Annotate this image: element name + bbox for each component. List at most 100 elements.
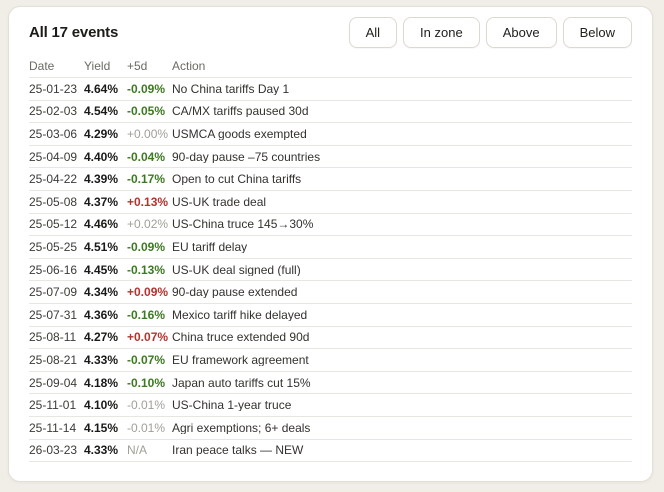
row-change: -0.09% bbox=[127, 240, 166, 253]
row-action: CA/MX tariffs paused 30d bbox=[172, 105, 309, 118]
row-action: USMCA goods exempted bbox=[172, 127, 307, 140]
row-date: 25-07-31 bbox=[29, 308, 78, 321]
filter-button-in-zone[interactable]: In zone bbox=[403, 16, 480, 48]
row-date: 25-08-21 bbox=[29, 353, 78, 366]
table-body: 25-01-23 4.64% -0.09% No China tariffs D… bbox=[29, 78, 632, 463]
row-yield: 4.33% bbox=[84, 353, 119, 366]
table-row: 25-07-31 4.36% -0.16% Mexico tariff hike… bbox=[29, 304, 632, 327]
row-date: 25-05-08 bbox=[29, 195, 78, 208]
row-yield: 4.27% bbox=[84, 331, 119, 344]
row-yield: 4.29% bbox=[84, 127, 119, 140]
row-change: +0.00% bbox=[127, 127, 169, 140]
row-date: 25-05-25 bbox=[29, 240, 78, 253]
table-row: 25-11-01 4.10% -0.01% US-China 1-year tr… bbox=[29, 394, 632, 417]
column-header-date: Date bbox=[29, 59, 55, 72]
row-action: EU tariff delay bbox=[172, 240, 248, 253]
column-header-action: Action bbox=[172, 59, 206, 72]
row-action: Agri exemptions; 6+ deals bbox=[172, 421, 311, 434]
row-change: -0.09% bbox=[127, 82, 166, 95]
row-yield: 4.45% bbox=[84, 263, 119, 276]
row-change: +0.02% bbox=[127, 218, 169, 231]
row-date: 25-11-01 bbox=[29, 399, 77, 412]
row-date: 25-03-06 bbox=[29, 127, 78, 140]
table-row: 25-08-11 4.27% +0.07% China truce extend… bbox=[29, 327, 632, 350]
table-row: 25-04-09 4.40% -0.04% 90-day pause –75 c… bbox=[29, 146, 632, 169]
table-row: 25-09-04 4.18% -0.10% Japan auto tariffs… bbox=[29, 372, 632, 395]
row-change: -0.05% bbox=[127, 105, 166, 118]
row-change: +0.07% bbox=[127, 331, 169, 344]
table-row: 25-02-03 4.54% -0.05% CA/MX tariffs paus… bbox=[29, 101, 632, 124]
row-change: -0.07% bbox=[127, 353, 166, 366]
column-header-5d: +5d bbox=[127, 59, 148, 72]
column-header-yield: Yield bbox=[84, 59, 111, 72]
events-card: All 17 events All In zone Above Below Da… bbox=[8, 6, 653, 482]
row-action: Open to cut China tariffs bbox=[172, 173, 302, 186]
table-row: 25-08-21 4.33% -0.07% EU framework agree… bbox=[29, 349, 632, 372]
filter-button-all[interactable]: All bbox=[348, 16, 398, 48]
row-yield: 4.34% bbox=[84, 286, 119, 299]
row-action: Iran peace talks — NEW bbox=[172, 444, 304, 457]
row-yield: 4.10% bbox=[84, 399, 119, 412]
table-row: 25-07-09 4.34% +0.09% 90-day pause exten… bbox=[29, 281, 632, 304]
table-row: 25-05-25 4.51% -0.09% EU tariff delay bbox=[29, 236, 632, 259]
row-yield: 4.33% bbox=[84, 444, 119, 457]
table-row: 25-03-06 4.29% +0.00% USMCA goods exempt… bbox=[29, 123, 632, 146]
row-change: -0.16% bbox=[127, 308, 166, 321]
row-date: 25-06-16 bbox=[29, 263, 78, 276]
row-yield: 4.39% bbox=[84, 173, 119, 186]
row-change: -0.01% bbox=[127, 399, 166, 412]
card-header: All 17 events All In zone Above Below bbox=[29, 16, 632, 48]
row-change: N/A bbox=[127, 444, 148, 457]
row-yield: 4.15% bbox=[84, 421, 119, 434]
row-yield: 4.46% bbox=[84, 218, 119, 231]
row-date: 25-04-22 bbox=[29, 173, 78, 186]
table-row: 25-05-08 4.37% +0.13% US-UK trade deal bbox=[29, 191, 632, 214]
events-table: Date Yield +5d Action 25-01-23 4.64% -0.… bbox=[29, 54, 632, 463]
row-date: 25-08-11 bbox=[29, 331, 77, 344]
table-row: 25-04-22 4.39% -0.17% Open to cut China … bbox=[29, 168, 632, 191]
row-action: US-UK deal signed (full) bbox=[172, 263, 301, 276]
row-action: US-UK trade deal bbox=[172, 195, 267, 208]
row-date: 25-01-23 bbox=[29, 82, 78, 95]
row-action: Japan auto tariffs cut 15% bbox=[172, 376, 311, 389]
row-action: Mexico tariff hike delayed bbox=[172, 308, 308, 321]
table-row: 26-03-23 4.33% N/A Iran peace talks — NE… bbox=[29, 440, 632, 463]
row-date: 25-09-04 bbox=[29, 376, 78, 389]
row-action: China truce extended 90d bbox=[172, 331, 310, 344]
row-yield: 4.54% bbox=[84, 105, 119, 118]
row-yield: 4.64% bbox=[84, 82, 119, 95]
row-yield: 4.51% bbox=[84, 240, 119, 253]
row-date: 25-07-09 bbox=[29, 286, 78, 299]
row-date: 25-11-14 bbox=[29, 421, 77, 434]
row-date: 25-02-03 bbox=[29, 105, 78, 118]
row-change: -0.17% bbox=[127, 173, 166, 186]
row-action: No China tariffs Day 1 bbox=[172, 82, 290, 95]
row-change: +0.13% bbox=[127, 195, 169, 208]
row-action: 90-day pause extended bbox=[172, 286, 298, 299]
row-action: US-China truce 145→30% bbox=[172, 218, 314, 231]
row-action: US-China 1-year truce bbox=[172, 399, 292, 412]
events-count-title: All 17 events bbox=[29, 23, 119, 41]
filter-button-group: All In zone Above Below bbox=[348, 16, 632, 48]
row-yield: 4.40% bbox=[84, 150, 119, 163]
table-row: 25-06-16 4.45% -0.13% US-UK deal signed … bbox=[29, 259, 632, 282]
row-date: 25-04-09 bbox=[29, 150, 78, 163]
row-change: -0.01% bbox=[127, 421, 166, 434]
row-yield: 4.37% bbox=[84, 195, 119, 208]
filter-button-below[interactable]: Below bbox=[562, 16, 632, 48]
row-change: -0.13% bbox=[127, 263, 166, 276]
row-yield: 4.18% bbox=[84, 376, 119, 389]
row-action: 90-day pause –75 countries bbox=[172, 150, 321, 163]
row-date: 26-03-23 bbox=[29, 444, 78, 457]
row-yield: 4.36% bbox=[84, 308, 119, 321]
filter-button-above[interactable]: Above bbox=[485, 16, 557, 48]
table-row: 25-05-12 4.46% +0.02% US-China truce 145… bbox=[29, 214, 632, 237]
row-action: EU framework agreement bbox=[172, 353, 309, 366]
table-row: 25-11-14 4.15% -0.01% Agri exemptions; 6… bbox=[29, 417, 632, 440]
row-change: -0.10% bbox=[127, 376, 166, 389]
row-date: 25-05-12 bbox=[29, 218, 78, 231]
row-change: -0.04% bbox=[127, 150, 166, 163]
row-change: +0.09% bbox=[127, 286, 169, 299]
table-row: 25-01-23 4.64% -0.09% No China tariffs D… bbox=[29, 78, 632, 101]
table-header-row: Date Yield +5d Action bbox=[29, 54, 632, 78]
